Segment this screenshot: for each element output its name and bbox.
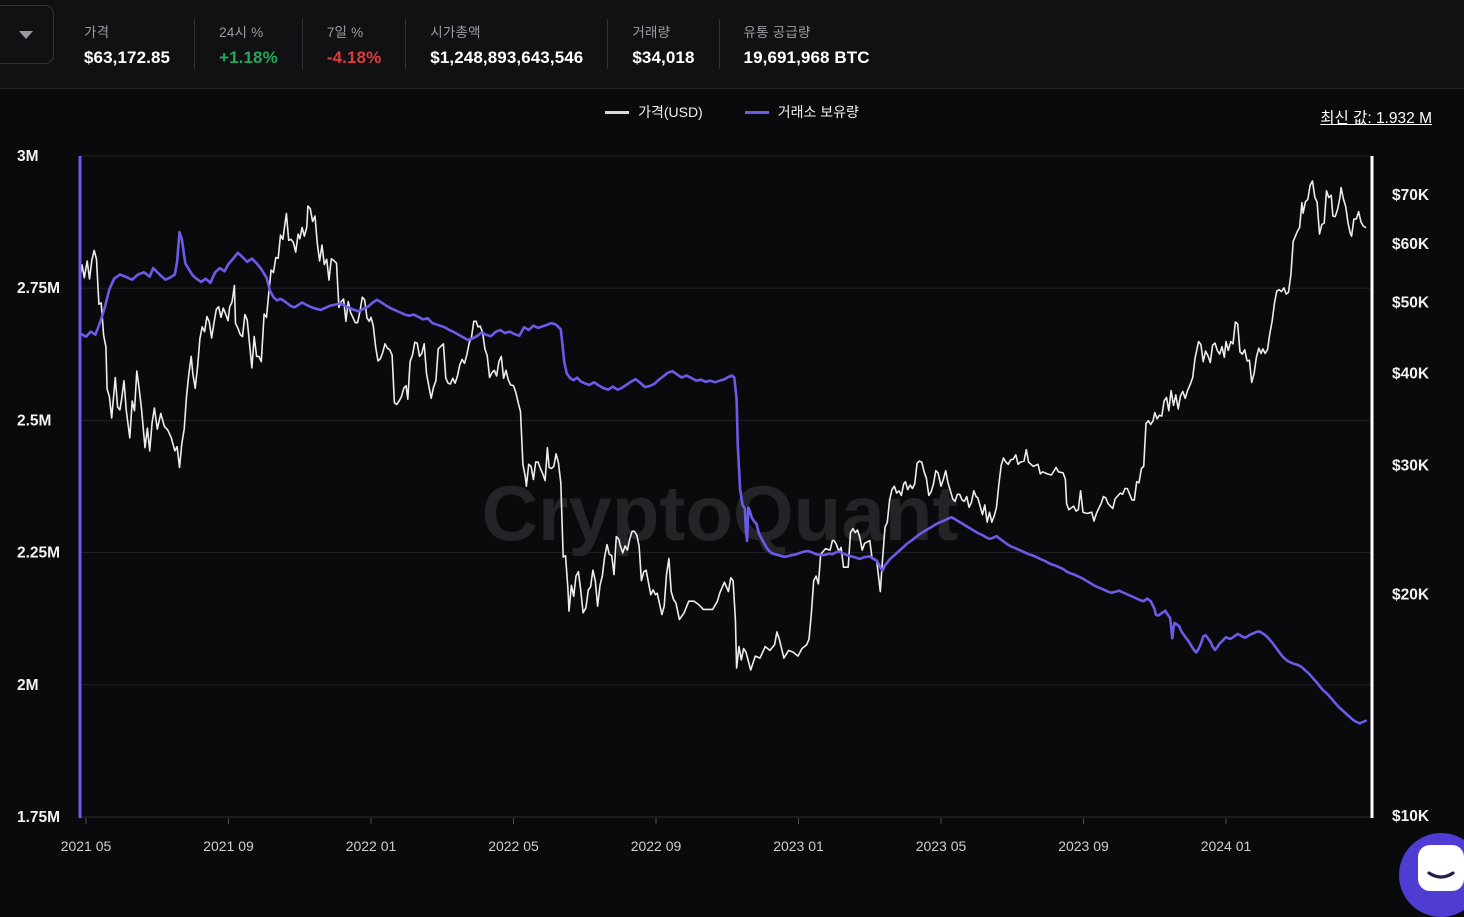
latest-value-link[interactable]: 최신 값: 1.932 M xyxy=(1320,110,1432,127)
x-axis-label: 2021 05 xyxy=(61,838,112,854)
stat-label: 24시 % xyxy=(219,24,264,40)
legend-item-reserve[interactable]: 거래소 보유량 xyxy=(744,102,859,122)
right-axis-line xyxy=(1370,156,1374,818)
x-axis-label: 2022 09 xyxy=(631,838,682,854)
stat-label: 유통 공급량 xyxy=(743,24,811,40)
asset-dropdown-button[interactable] xyxy=(0,5,54,64)
y-axis-left-label: 2.75M xyxy=(17,280,60,297)
stat-value: -4.18% xyxy=(326,47,382,67)
y-axis-left-label: 2.25M xyxy=(17,545,60,562)
x-axis-label: 2023 01 xyxy=(773,838,824,854)
x-axis-label: 2023 09 xyxy=(1058,838,1109,854)
chat-smile-icon xyxy=(1418,845,1464,891)
stat-value: +1.18% xyxy=(219,47,278,67)
x-axis-label: 2023 05 xyxy=(916,838,967,854)
stat-value: $34,018 xyxy=(632,47,695,67)
y-axis-left-label: 2.5M xyxy=(17,412,51,429)
chevron-down-icon xyxy=(19,30,33,39)
divider xyxy=(405,19,407,69)
left-axis-line xyxy=(78,156,82,818)
stat-value: $63,172.85 xyxy=(84,47,171,67)
stat-volume: 거래량 $34,018 xyxy=(632,21,718,68)
stat-label: 가격 xyxy=(84,24,110,40)
divider xyxy=(301,19,303,69)
stats-bar: 가격 $63,172.85 24시 % +1.18% 7일 % -4.18% 시… xyxy=(0,0,1464,89)
x-axis-label: 2022 05 xyxy=(488,838,539,854)
stat-24h-change: 24시 % +1.18% xyxy=(219,21,302,68)
x-axis-label: 2021 09 xyxy=(203,838,254,854)
stat-label: 시가총액 xyxy=(430,24,481,40)
y-axis-right-label: $50K xyxy=(1392,294,1430,311)
legend-label: 가격(USD) xyxy=(638,104,703,120)
stat-market-cap: 시가총액 $1,248,893,643,546 xyxy=(430,21,607,68)
y-axis-right-label: $10K xyxy=(1392,808,1430,825)
legend-item-price[interactable]: 가격(USD) xyxy=(605,102,703,122)
price-line-swatch-icon xyxy=(605,110,630,114)
stat-circulating-supply: 유통 공급량 19,691,968 BTC xyxy=(744,21,894,68)
divider xyxy=(607,19,609,69)
legend-label: 거래소 보유량 xyxy=(777,104,859,120)
stats-list: 가격 $63,172.85 24시 % +1.18% 7일 % -4.18% 시… xyxy=(84,0,894,88)
line-chart[interactable]: 3M 2.75M 2.5M 2.25M 2M 1.75M $70K $60K $50K $40K $… xyxy=(0,0,1464,873)
y-axis-left-label: 3M xyxy=(17,148,39,165)
series-reserve xyxy=(78,230,1367,725)
y-axis-right-label: $70K xyxy=(1392,187,1430,204)
chart-legend: 가격(USD) 거래소 보유량 xyxy=(0,102,1464,122)
stat-value: $1,248,893,643,546 xyxy=(430,47,584,67)
stat-value: 19,691,968 BTC xyxy=(743,47,870,67)
y-axis-right-label: $40K xyxy=(1392,365,1430,382)
stat-7d-change: 7일 % -4.18% xyxy=(327,21,405,68)
y-axis-left-label: 1.75M xyxy=(17,809,60,826)
series-price xyxy=(78,180,1367,671)
stat-label: 거래량 xyxy=(632,24,671,40)
divider xyxy=(718,19,720,69)
y-axis-right-label: $30K xyxy=(1392,457,1430,474)
x-axis-label: 2022 01 xyxy=(346,838,397,854)
divider xyxy=(194,19,196,69)
y-axis-right-label: $60K xyxy=(1392,236,1430,253)
y-axis-right-label: $20K xyxy=(1392,587,1430,604)
x-axis-label: 2024 01 xyxy=(1201,838,1252,854)
stat-label: 7일 % xyxy=(326,24,364,40)
reserve-line-swatch-icon xyxy=(744,110,769,114)
y-axis-left-label: 2M xyxy=(17,677,39,694)
stat-price: 가격 $63,172.85 xyxy=(84,21,194,68)
